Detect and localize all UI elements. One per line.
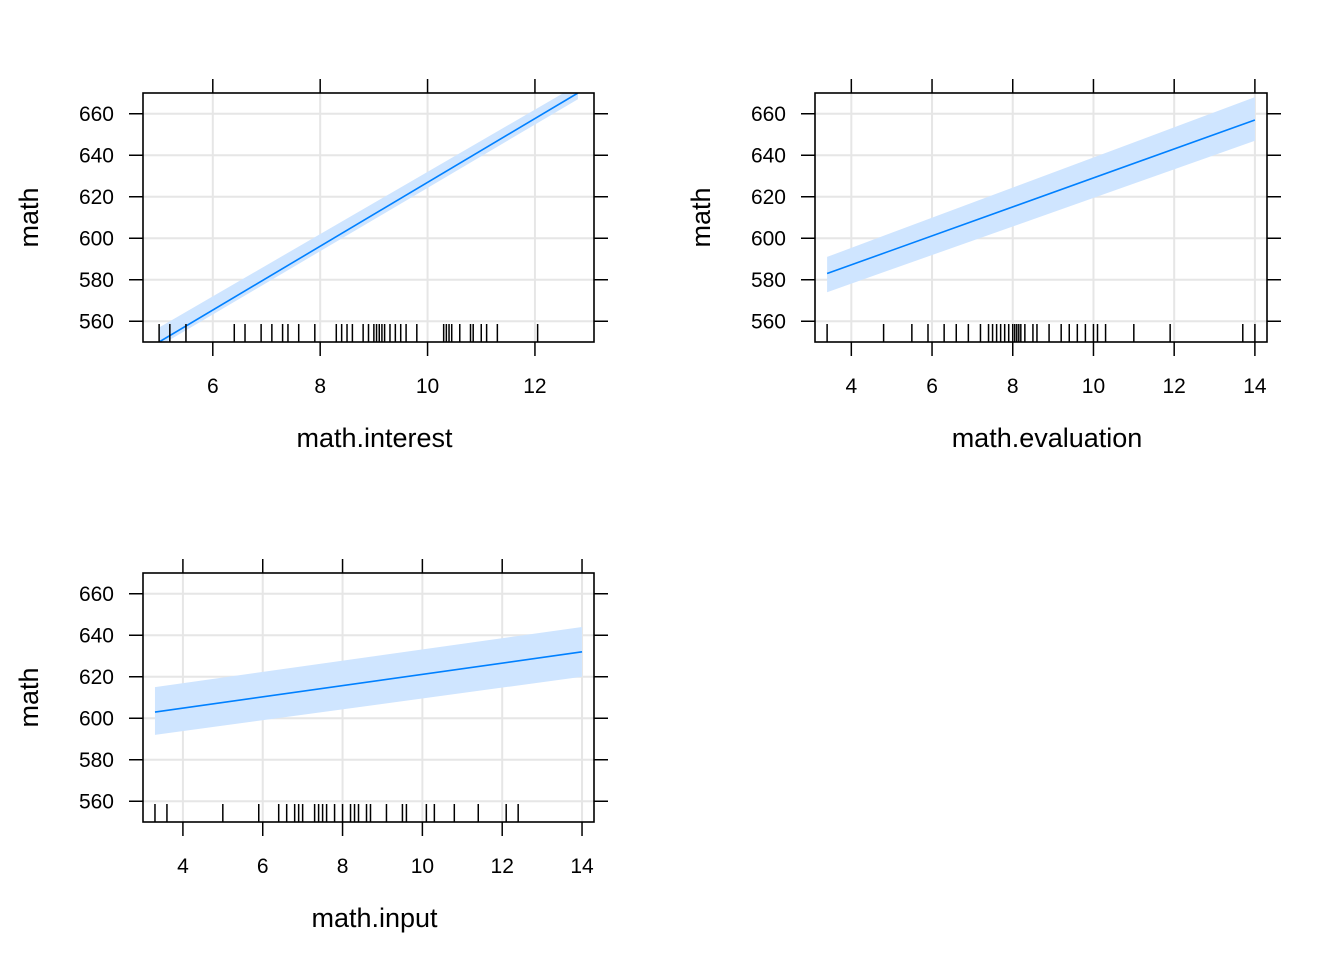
y-tick-label: 600 (79, 707, 114, 730)
x-tick-label: 10 (416, 375, 439, 398)
y-tick-label: 620 (79, 186, 114, 209)
x-tick-label: 8 (337, 855, 349, 878)
y-tick-label: 560 (79, 310, 114, 333)
fitted-line (826, 119, 1256, 275)
panel-top-right: 4 6 8 10 12 14 560 580 600 620 640 660 math.evaluati… (686, 79, 1281, 453)
x-tick-label: 8 (1007, 375, 1019, 398)
y-tick-label: 640 (79, 624, 114, 647)
fitted-line (154, 651, 583, 713)
y-tick-label: 580 (79, 269, 114, 292)
x-tick-label: 6 (257, 855, 269, 878)
y-tick-label: 620 (751, 186, 786, 209)
x-tick-label: 14 (1243, 375, 1267, 398)
confidence-band (827, 97, 1255, 293)
x-tick-label: 10 (411, 855, 434, 878)
x-tick-label: 6 (926, 375, 938, 398)
x-axis-title: math.interest (296, 423, 453, 453)
y-tick-label: 560 (751, 310, 786, 333)
plot-area (143, 93, 594, 342)
confidence-band (154, 626, 583, 735)
plot-area (143, 573, 594, 822)
x-axis-title: math.evaluation (952, 423, 1143, 453)
panel-top-left: 6 8 10 12 560 580 600 620 640 660 math.interest mat… (14, 79, 608, 453)
x-tick-label: 4 (177, 855, 189, 878)
panel-bottom-left: 4 6 8 10 12 14 560 580 600 620 640 660 math.input mat… (14, 559, 608, 933)
y-tick-label: 560 (79, 790, 114, 813)
x-tick-label: 6 (207, 375, 219, 398)
x-tick-label: 12 (523, 375, 546, 398)
fitted-line (158, 93, 579, 342)
x-tick-label: 10 (1082, 375, 1105, 398)
x-axis-title: math.input (311, 903, 438, 933)
y-tick-label: 660 (79, 583, 114, 606)
y-axis-title: math (14, 667, 44, 727)
y-tick-label: 640 (751, 144, 786, 167)
x-tick-label: 4 (845, 375, 857, 398)
plot-area (815, 93, 1267, 342)
y-axis-title: math (686, 187, 716, 247)
panel-frame (142, 572, 595, 823)
y-tick-label: 620 (79, 666, 114, 689)
panel-frame (142, 92, 595, 343)
x-tick-label: 12 (1162, 375, 1185, 398)
y-tick-label: 660 (751, 103, 786, 126)
y-tick-label: 600 (79, 227, 114, 250)
y-axis-title: math (14, 187, 44, 247)
x-tick-label: 12 (491, 855, 514, 878)
y-tick-label: 640 (79, 144, 114, 167)
x-tick-label: 14 (570, 855, 594, 878)
confidence-band (159, 93, 578, 342)
y-tick-label: 580 (79, 749, 114, 772)
y-tick-label: 580 (751, 269, 786, 292)
y-tick-label: 660 (79, 103, 114, 126)
y-tick-label: 600 (751, 227, 786, 250)
x-tick-label: 8 (314, 375, 326, 398)
panel-frame (814, 92, 1268, 343)
